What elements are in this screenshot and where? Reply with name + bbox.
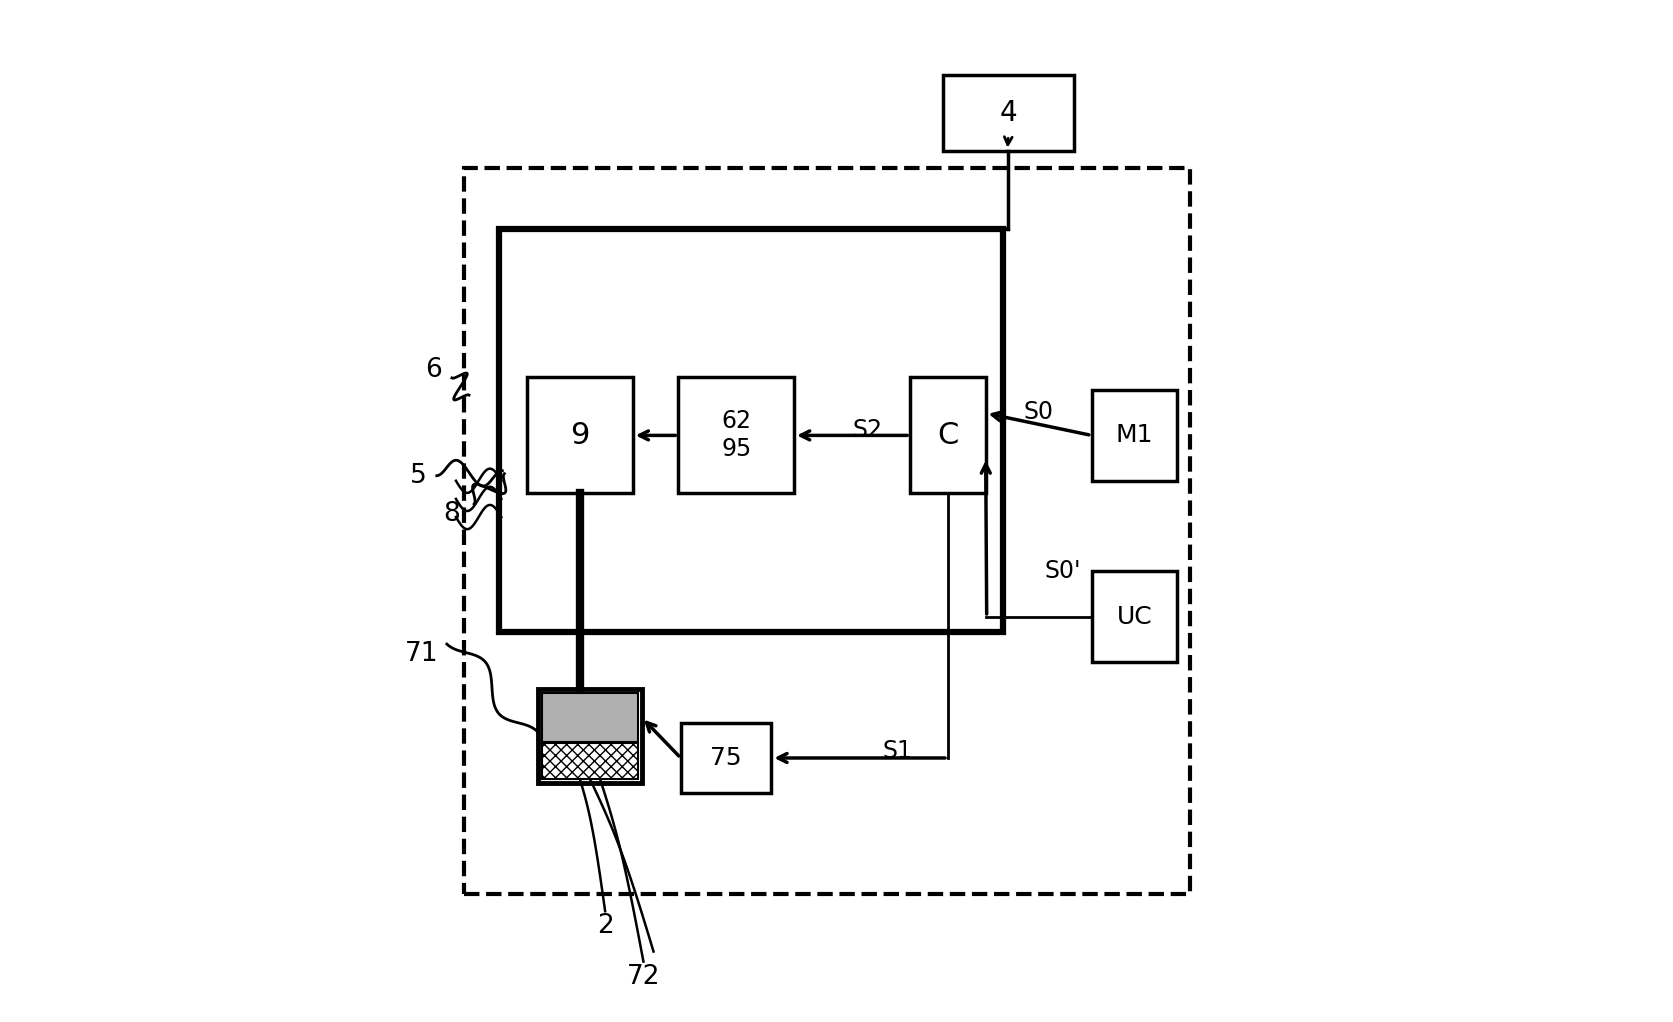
Bar [910,377,985,494]
Text: 71: 71 [405,641,438,667]
Bar [499,229,1002,632]
Bar [1091,390,1176,480]
Text: 4: 4 [999,99,1017,127]
Bar [1091,571,1176,662]
Text: 8: 8 [443,501,460,527]
Text: C: C [937,421,959,450]
Text: 75: 75 [709,746,741,770]
Text: 72: 72 [626,964,659,989]
Text: UC: UC [1116,605,1151,629]
Bar [463,169,1190,894]
Text: 9: 9 [570,421,589,450]
Text: 6: 6 [425,357,442,383]
Text: M1: M1 [1114,423,1153,448]
Bar [542,743,637,779]
Text: S2: S2 [852,418,882,443]
Text: S0: S0 [1022,401,1052,424]
Bar [678,377,793,494]
Bar [537,690,641,783]
Text: 62
95: 62 95 [721,410,751,461]
Bar [681,723,771,793]
Text: S0': S0' [1044,559,1081,584]
Bar [542,694,637,742]
Text: 2: 2 [596,914,612,939]
Bar [942,75,1074,150]
Bar [527,377,632,494]
Text: 5: 5 [410,463,427,489]
Text: S1: S1 [882,739,912,763]
